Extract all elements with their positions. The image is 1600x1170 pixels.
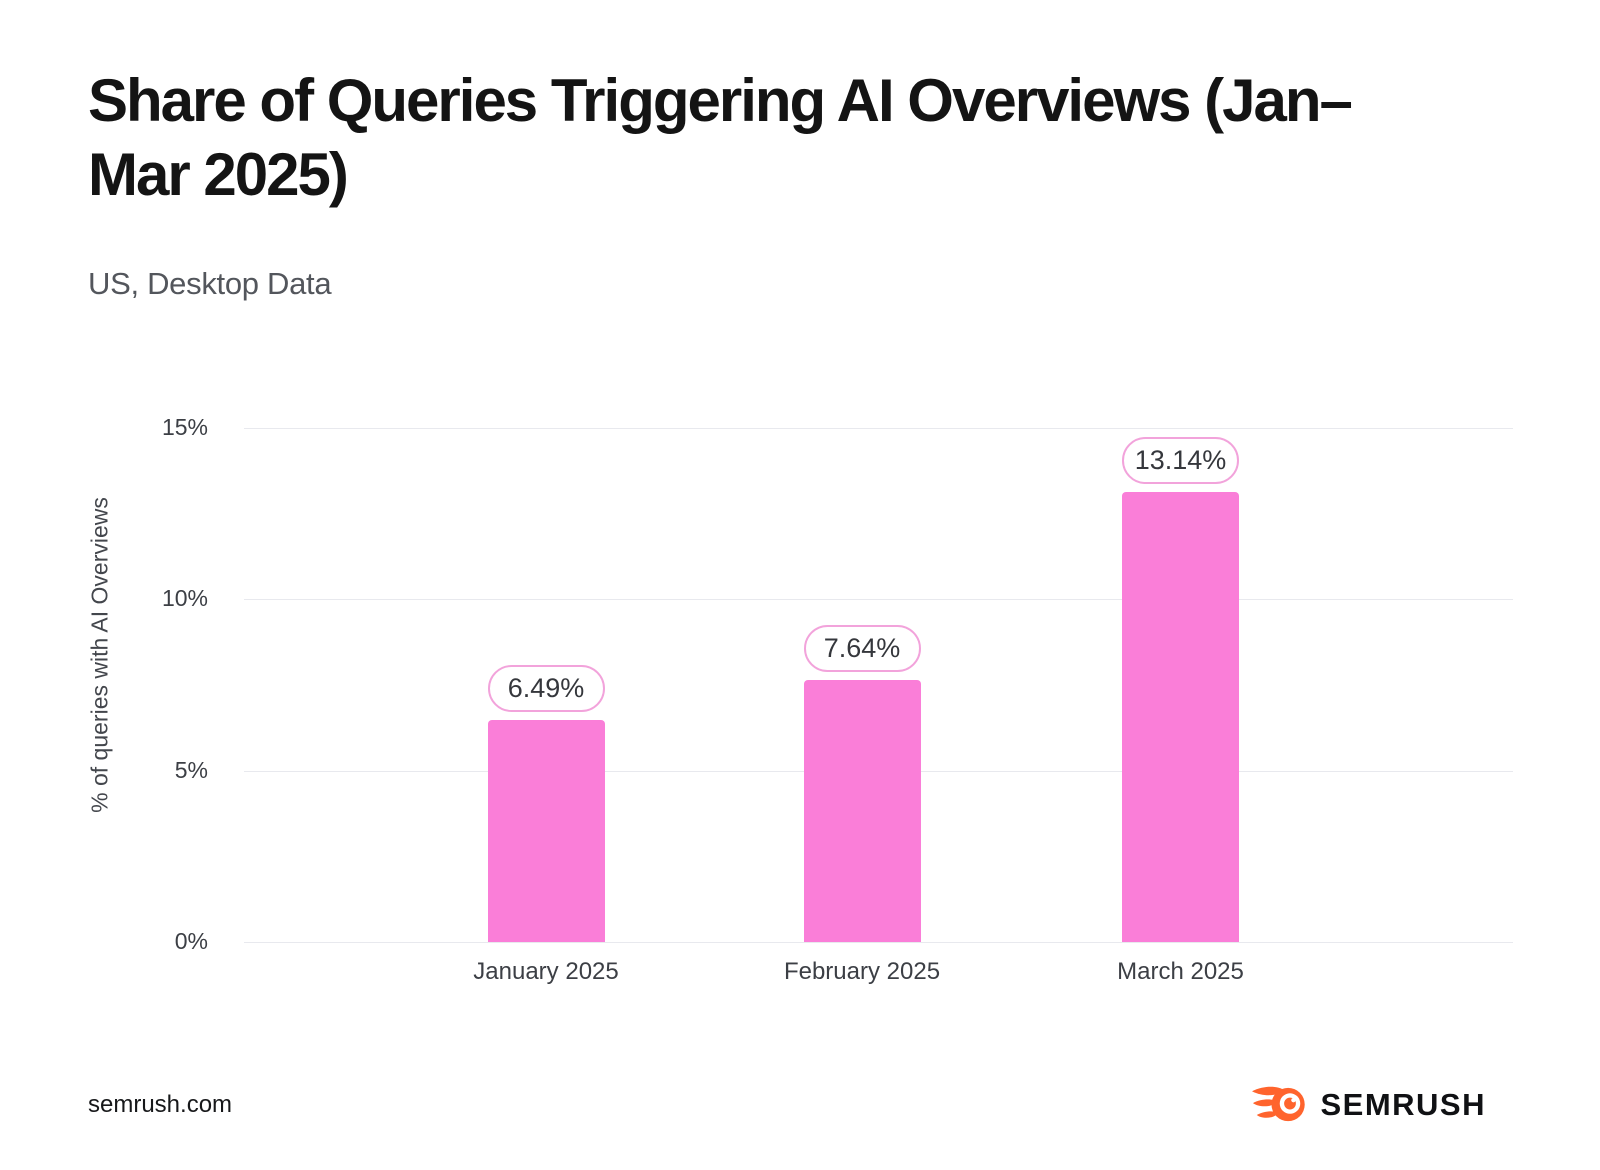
- value-label-pill: 6.49%: [487, 664, 605, 712]
- plot-area: 6.49% 7.64% 13.14%: [244, 428, 1513, 943]
- gridline: [244, 942, 1513, 943]
- chart-title: Share of Queries Triggering AI Overviews…: [88, 67, 1353, 208]
- source-url: semrush.com: [88, 1091, 233, 1118]
- semrush-logo-text: SEMRUSH: [1320, 1086, 1486, 1122]
- bar-january-2025: [487, 719, 605, 942]
- bar-february-2025: [803, 680, 921, 942]
- gridline: [244, 599, 1513, 601]
- value-label-pill: 13.14%: [1122, 436, 1240, 484]
- y-tick-label: 0%: [174, 928, 208, 954]
- x-tick-label: February 2025: [783, 958, 941, 985]
- semrush-flame-icon: [1252, 1086, 1306, 1122]
- x-tick-label: January 2025: [473, 958, 619, 985]
- semrush-logo: SEMRUSH: [1252, 1083, 1486, 1126]
- y-tick-label: 5%: [174, 756, 208, 783]
- gridline: [244, 428, 1513, 429]
- y-tick-label: 10%: [161, 585, 208, 612]
- x-tick-label: March 2025: [1117, 958, 1244, 985]
- chart-subtitle: US, Desktop Data: [88, 266, 332, 301]
- y-tick-label: 15%: [161, 414, 208, 440]
- bar-march-2025: [1122, 491, 1240, 942]
- value-label-pill: 7.64%: [803, 625, 921, 673]
